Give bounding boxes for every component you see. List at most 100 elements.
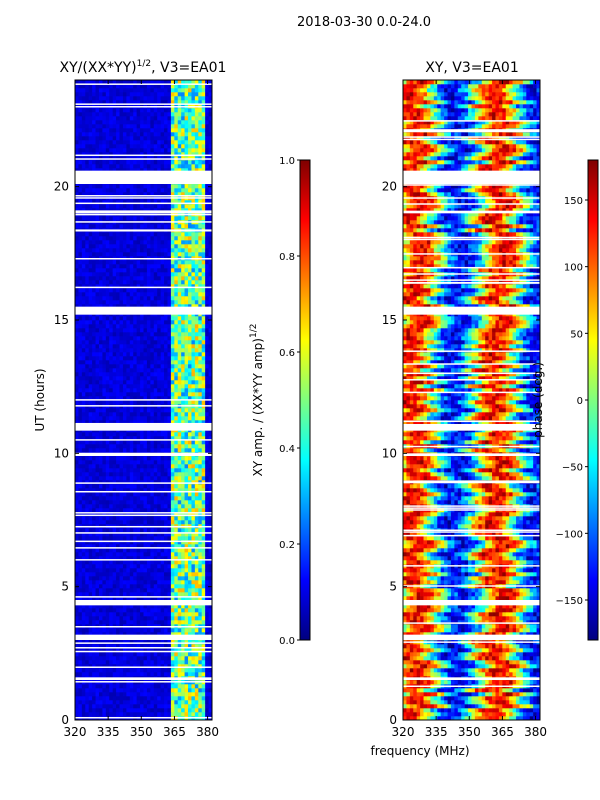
amplitude-cell — [170, 468, 175, 473]
amplitude-cell — [95, 560, 100, 565]
amplitude-cell — [112, 440, 117, 445]
amplitude-cell — [102, 304, 107, 309]
amplitude-cell — [78, 708, 83, 713]
amplitude-cell — [105, 660, 110, 665]
amplitude-cell — [98, 244, 103, 249]
amplitude-cell — [112, 400, 117, 405]
amplitude-cell — [136, 240, 141, 245]
amplitude-cell — [105, 284, 110, 289]
amplitude-cell — [174, 240, 179, 245]
amplitude-cell — [201, 344, 206, 349]
amplitude-cell — [102, 512, 107, 517]
amplitude-cell — [78, 480, 83, 485]
amplitude-cell — [119, 456, 124, 461]
amplitude-cell — [194, 336, 199, 341]
amplitude-cell — [119, 352, 124, 357]
amplitude-cell — [170, 316, 175, 321]
amplitude-cell — [153, 456, 158, 461]
amplitude-cell — [140, 536, 144, 541]
amplitude-cell — [191, 592, 196, 597]
amplitude-cell — [102, 644, 107, 649]
amplitude-cell — [143, 628, 148, 633]
amplitude-cell — [143, 364, 148, 369]
amplitude-cell — [153, 704, 158, 709]
amplitude-cell — [143, 284, 148, 289]
amplitude-cell — [95, 576, 100, 581]
amplitude-cell — [85, 660, 89, 665]
amplitude-cell — [157, 508, 161, 513]
amplitude-cell — [198, 492, 203, 497]
amplitude-cell — [201, 332, 206, 337]
amplitude-cell — [109, 456, 113, 461]
amplitude-cell — [122, 704, 127, 709]
amplitude-cell — [112, 252, 117, 257]
amplitude-cell — [174, 364, 179, 369]
amplitude-cell — [198, 456, 203, 461]
amplitude-cell — [85, 288, 89, 293]
amplitude-cell — [167, 484, 172, 489]
amplitude-cell — [116, 432, 120, 437]
amplitude-cell — [78, 340, 83, 345]
amplitude-cell — [81, 544, 86, 549]
amplitude-cell — [116, 240, 120, 245]
amplitude-cell — [198, 484, 203, 489]
amplitude-cell — [81, 420, 86, 425]
amplitude-cell — [109, 444, 113, 449]
amplitude-cell — [181, 316, 185, 321]
amplitude-cell — [208, 708, 213, 713]
amplitude-cell — [146, 604, 151, 609]
amplitude-cell — [205, 464, 209, 469]
amplitude-cell — [129, 420, 134, 425]
amplitude-cell — [112, 580, 117, 585]
amplitude-cell — [150, 584, 155, 589]
amplitude-cell — [160, 440, 165, 445]
amplitude-cell — [75, 560, 79, 565]
amplitude-cell — [170, 596, 175, 601]
amplitude-cell — [105, 696, 110, 701]
amplitude-cell — [184, 648, 189, 653]
amplitude-cell — [194, 244, 199, 249]
amplitude-cell — [122, 420, 127, 425]
amplitude-cell — [188, 296, 192, 301]
amplitude-cell — [116, 224, 120, 229]
amplitude-cell — [85, 460, 89, 465]
amplitude-cell — [85, 564, 89, 569]
amplitude-cell — [153, 708, 158, 713]
amplitude-cell — [188, 364, 192, 369]
amplitude-cell — [174, 472, 179, 477]
amplitude-cell — [184, 328, 189, 333]
amplitude-cell — [88, 464, 93, 469]
amplitude-cell — [81, 536, 86, 541]
amplitude-cell — [75, 444, 79, 449]
amplitude-cell — [194, 596, 199, 601]
amplitude-cell — [188, 668, 192, 673]
amplitude-cell — [85, 276, 89, 281]
amplitude-cell — [126, 304, 131, 309]
amplitude-cell — [188, 288, 192, 293]
amplitude-cell — [116, 500, 120, 505]
amplitude-cell — [102, 708, 107, 713]
amplitude-cell — [78, 364, 83, 369]
amplitude-cell — [126, 420, 131, 425]
amplitude-cell — [112, 280, 117, 285]
amplitude-cell — [75, 316, 79, 321]
amplitude-cell — [133, 432, 137, 437]
amplitude-cell — [184, 568, 189, 573]
amplitude-cell — [177, 340, 182, 345]
amplitude-cell — [126, 660, 131, 665]
amplitude-cell — [164, 272, 168, 277]
amplitude-cell — [205, 336, 209, 341]
amplitude-cell — [143, 472, 148, 477]
amplitude-cell — [105, 292, 110, 297]
amplitude-cell — [81, 336, 86, 341]
amplitude-cell — [160, 592, 165, 597]
amplitude-cell — [150, 240, 155, 245]
amplitude-cell — [150, 412, 155, 417]
amplitude-cell — [122, 440, 127, 445]
amplitude-cell — [116, 444, 120, 449]
amplitude-cell — [122, 360, 127, 365]
amplitude-cell — [136, 688, 141, 693]
amplitude-cell — [157, 568, 161, 573]
amplitude-cell — [105, 576, 110, 581]
amplitude-cell — [157, 360, 161, 365]
